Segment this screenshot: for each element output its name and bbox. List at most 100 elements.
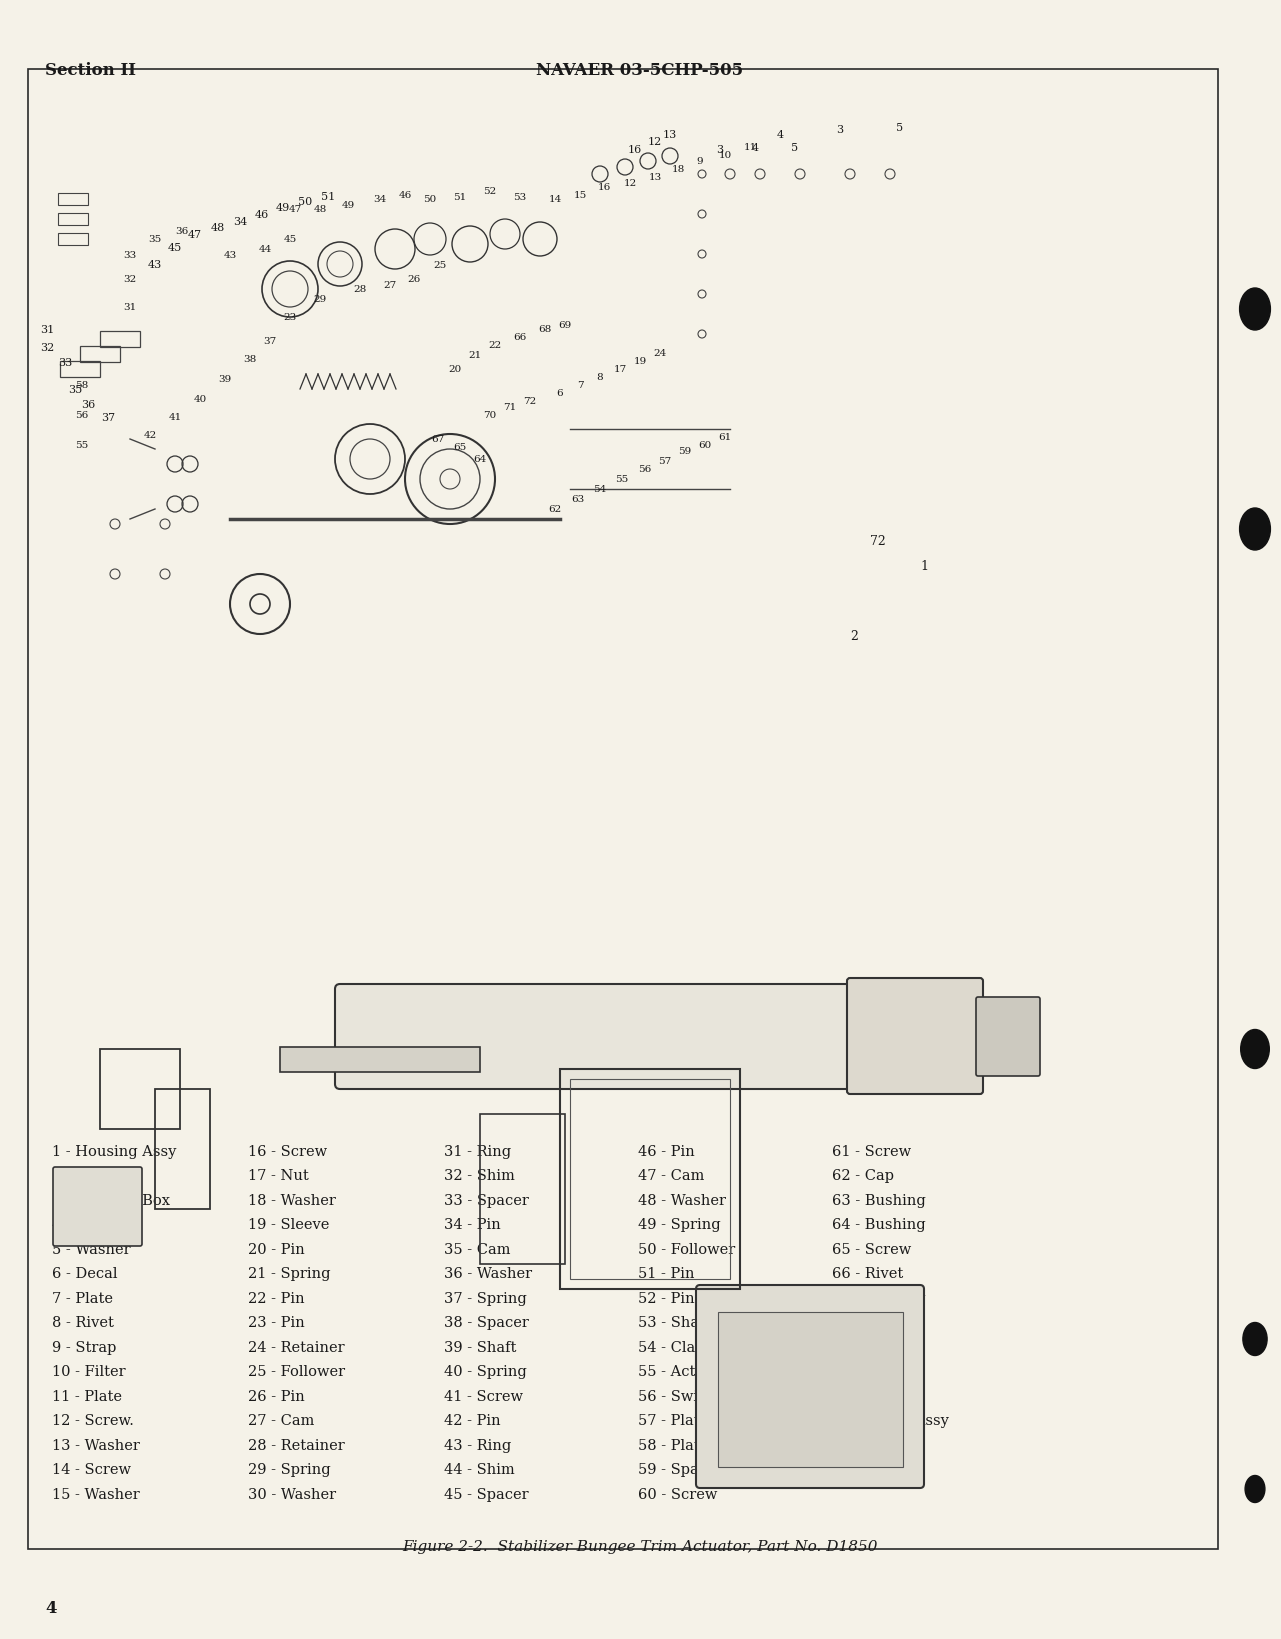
Text: 66 - Rivet: 66 - Rivet: [831, 1267, 903, 1280]
Text: 23: 23: [283, 313, 297, 323]
Text: 21: 21: [469, 351, 482, 359]
Text: 31: 31: [123, 303, 137, 313]
Text: 7 - Plate: 7 - Plate: [53, 1292, 113, 1305]
Text: 67: 67: [432, 436, 445, 444]
Text: 47 - Cam: 47 - Cam: [638, 1169, 705, 1183]
Text: 68: 68: [538, 325, 552, 334]
Text: 6: 6: [557, 388, 564, 397]
Text: 8: 8: [597, 372, 603, 382]
Text: 3: 3: [836, 125, 844, 134]
Text: 36: 36: [81, 400, 95, 410]
Text: 46 - Pin: 46 - Pin: [638, 1144, 694, 1159]
Text: 16: 16: [628, 144, 642, 156]
Text: 35: 35: [68, 385, 82, 395]
Text: 11: 11: [743, 144, 757, 152]
Text: 19 - Sleeve: 19 - Sleeve: [249, 1218, 329, 1233]
Text: 10 - Filter: 10 - Filter: [53, 1365, 126, 1378]
Text: 55: 55: [615, 475, 629, 484]
Text: 50: 50: [424, 195, 437, 205]
Text: 56: 56: [638, 465, 652, 474]
Text: 43: 43: [147, 261, 163, 270]
Text: 41: 41: [168, 413, 182, 423]
Text: 14 - Screw: 14 - Screw: [53, 1462, 131, 1477]
Text: 55: 55: [76, 441, 88, 449]
Text: 65: 65: [453, 443, 466, 452]
Ellipse shape: [1241, 1029, 1269, 1069]
Text: 28: 28: [354, 285, 366, 295]
Text: 13: 13: [662, 129, 678, 139]
Text: 49: 49: [275, 203, 290, 213]
Bar: [58, 234, 88, 246]
FancyBboxPatch shape: [336, 985, 945, 1090]
FancyBboxPatch shape: [696, 1285, 924, 1488]
FancyBboxPatch shape: [976, 998, 1040, 1077]
Text: 47: 47: [288, 205, 301, 215]
Text: 45: 45: [283, 236, 297, 244]
Text: 50 - Follower: 50 - Follower: [638, 1242, 735, 1255]
Text: 31 - Ring: 31 - Ring: [445, 1144, 511, 1159]
Text: 37 - Spring: 37 - Spring: [445, 1292, 526, 1305]
Text: 53: 53: [514, 193, 526, 202]
Text: 11 - Plate: 11 - Plate: [53, 1390, 122, 1403]
Text: 13 - Washer: 13 - Washer: [53, 1437, 140, 1452]
Text: 72: 72: [524, 397, 537, 406]
Text: NAVAER 03-5CHP-505: NAVAER 03-5CHP-505: [537, 62, 743, 79]
Text: 27: 27: [383, 280, 397, 290]
Text: 51: 51: [453, 193, 466, 202]
Bar: [717, 1313, 903, 1467]
Text: 61 - Screw: 61 - Screw: [831, 1144, 911, 1159]
Text: Figure 2-2.  Stabilizer Bungee Trim Actuator, Part No. D1850: Figure 2-2. Stabilizer Bungee Trim Actua…: [402, 1539, 877, 1554]
Text: 12: 12: [648, 138, 662, 148]
Text: 42 - Pin: 42 - Pin: [445, 1413, 501, 1428]
Text: 33 - Spacer: 33 - Spacer: [445, 1193, 529, 1208]
Text: 5: 5: [897, 123, 903, 133]
Text: 34: 34: [233, 216, 247, 226]
Text: 16 - Screw: 16 - Screw: [249, 1144, 327, 1159]
Text: 69 - Pin: 69 - Pin: [831, 1341, 889, 1354]
Text: 58: 58: [76, 380, 88, 390]
Text: 56 - Switch: 56 - Switch: [638, 1390, 721, 1403]
Text: 71: 71: [503, 403, 516, 413]
Text: 10: 10: [719, 151, 731, 159]
Text: 67 - Bushing: 67 - Bushing: [831, 1292, 926, 1305]
Text: 56: 56: [76, 410, 88, 420]
Text: 72: 72: [870, 534, 885, 547]
Text: 29 - Spring: 29 - Spring: [249, 1462, 330, 1477]
FancyBboxPatch shape: [847, 978, 983, 1095]
Text: 13: 13: [648, 172, 661, 182]
Text: 46: 46: [255, 210, 269, 220]
Text: 37: 37: [264, 338, 277, 346]
Text: 25 - Follower: 25 - Follower: [249, 1365, 345, 1378]
Text: 24 - Retainer: 24 - Retainer: [249, 1341, 345, 1354]
Text: 18 - Washer: 18 - Washer: [249, 1193, 336, 1208]
Ellipse shape: [1240, 508, 1271, 551]
Text: 32 - Shim: 32 - Shim: [445, 1169, 515, 1183]
Text: 16: 16: [597, 184, 611, 192]
Text: 58 - Plate: 58 - Plate: [638, 1437, 708, 1452]
Text: 60 - Screw: 60 - Screw: [638, 1487, 717, 1501]
Ellipse shape: [1243, 1323, 1267, 1355]
Text: 57: 57: [658, 457, 671, 465]
Text: 22: 22: [488, 341, 502, 349]
Text: 9: 9: [697, 157, 703, 167]
Bar: [58, 193, 88, 207]
Text: 29: 29: [314, 295, 327, 305]
Text: 12 - Screw.: 12 - Screw.: [53, 1413, 135, 1428]
Bar: [480, 1115, 565, 1264]
Text: 62 - Cap: 62 - Cap: [831, 1169, 894, 1183]
Text: 26: 26: [407, 275, 420, 284]
Text: 62: 62: [548, 505, 561, 515]
Text: 44 - Shim: 44 - Shim: [445, 1462, 515, 1477]
Ellipse shape: [1245, 1475, 1264, 1503]
Text: 72 - Motor Assy: 72 - Motor Assy: [831, 1413, 949, 1428]
Text: 50: 50: [298, 197, 313, 207]
Text: 4: 4: [752, 143, 758, 152]
Text: 49: 49: [341, 200, 355, 210]
Text: 70: 70: [483, 410, 497, 420]
Bar: [60, 362, 100, 377]
Text: 28 - Retainer: 28 - Retainer: [249, 1437, 345, 1452]
Text: 64 - Bushing: 64 - Bushing: [831, 1218, 926, 1233]
Text: 54 - Clamp: 54 - Clamp: [638, 1341, 719, 1354]
Bar: [100, 331, 140, 347]
Text: 32: 32: [123, 275, 137, 284]
